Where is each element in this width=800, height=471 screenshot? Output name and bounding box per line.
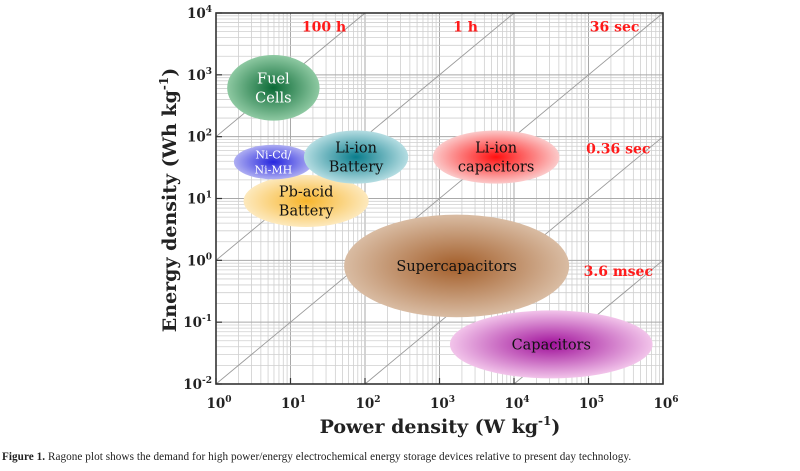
x-tick-label: 103: [430, 395, 455, 412]
region-ellipse: [432, 130, 560, 184]
time-constant-label: 1 h: [453, 20, 478, 36]
region-ellipse: [243, 175, 369, 227]
time-constant-label: 100 h: [302, 20, 346, 36]
y-tick-label: 10-1: [183, 314, 212, 331]
region-label: Pb-acid: [279, 185, 334, 201]
time-constant-label: 3.6 msec: [584, 264, 653, 280]
region-label: Ni-Cd/: [255, 148, 291, 161]
axes: 100 101 102 103 104 105 106 10-2 10-1 100 101 102 10…: [157, 5, 679, 438]
region-fuel-cells: Fuel Cells: [227, 55, 320, 121]
figure-caption: Figure 1. Ragone plot shows the demand f…: [2, 451, 800, 463]
x-tick-label: 105: [579, 395, 604, 412]
region-li-ion-capacitors: Li-ion capacitors: [432, 130, 560, 184]
region-label: Li-ion: [335, 141, 377, 157]
y-axis-label: Energy density (Wh kg-1): [157, 68, 181, 332]
time-constant-line: [215, 12, 664, 385]
time-constant-label: 36 sec: [590, 20, 640, 36]
region-label: Battery: [279, 204, 334, 220]
x-tick-label: 106: [653, 395, 678, 412]
caption-label: Figure 1.: [2, 451, 46, 463]
ragone-chart: Supercapacitors Capacitors Pb-acid Battery N…: [157, 5, 679, 438]
region-supercapacitors: Supercapacitors: [344, 214, 570, 318]
y-tick-label: 10-2: [183, 376, 212, 393]
region-label: Fuel: [257, 71, 290, 87]
region-label: Cells: [255, 90, 291, 106]
region-label: Battery: [329, 160, 384, 176]
x-tick-label: 100: [206, 395, 231, 412]
y-tick-label: 103: [187, 67, 212, 84]
y-tick-label: 104: [187, 5, 212, 22]
y-tick-label: 101: [187, 191, 212, 208]
region-ellipse: [227, 55, 320, 121]
x-tick-label: 102: [355, 395, 380, 412]
region-ellipse: [233, 144, 313, 180]
region-ni-cd-ni-mh: Ni-Cd/Ni-MH: [233, 144, 313, 180]
region-li-ion-battery: Li-ion Battery: [303, 130, 409, 184]
region-ellipse: [449, 310, 653, 379]
region-label: Capacitors: [512, 338, 591, 354]
y-tick-label: 100: [187, 252, 212, 269]
region-label: Li-ion: [475, 141, 517, 157]
region-label: capacitors: [458, 160, 534, 176]
region-pb-acid-battery: Pb-acid Battery: [243, 175, 369, 227]
region-ellipse: [303, 130, 409, 184]
x-tick-label: 101: [281, 395, 306, 412]
region-label: Supercapacitors: [396, 259, 516, 275]
regions: Supercapacitors Capacitors Pb-acid Battery N…: [227, 55, 653, 379]
time-constant-label: 0.36 sec: [586, 141, 650, 157]
annotations: 100 h 1 h 36 sec 0.36 sec 3.6 msec: [302, 20, 653, 280]
region-label: Ni-MH: [255, 163, 293, 176]
caption-text: Ragone plot shows the demand for high po…: [45, 451, 632, 463]
x-tick-label: 104: [504, 395, 529, 412]
x-axis-label: Power density (W kg-1): [320, 414, 561, 438]
region-capacitors: Capacitors: [449, 310, 653, 379]
y-tick-label: 102: [187, 129, 212, 146]
region-ellipse: [344, 214, 570, 318]
